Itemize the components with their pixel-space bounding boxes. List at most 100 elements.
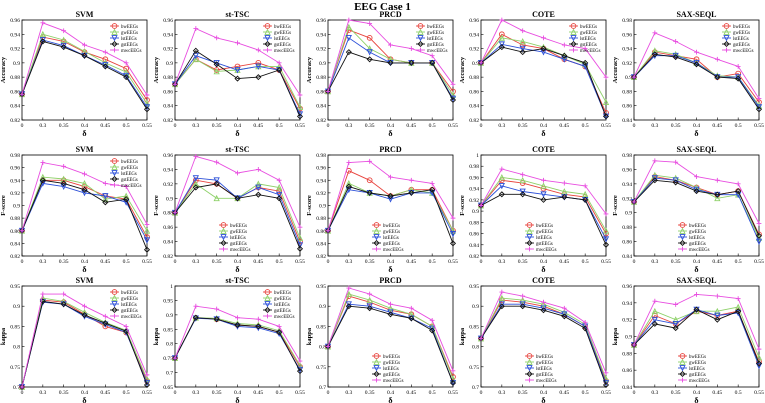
x-tick-label: 0.3	[192, 390, 199, 396]
data-point	[81, 183, 88, 190]
data-point	[520, 172, 526, 178]
data-point	[366, 56, 373, 63]
data-point	[735, 191, 742, 199]
x-tick-label: 0	[480, 123, 483, 129]
data-point	[19, 384, 25, 390]
data-point	[450, 368, 456, 374]
y-axis-label: F-score	[459, 195, 466, 216]
legend-label: mwcEEGs	[536, 379, 557, 384]
x-tick-label: 0.3	[192, 123, 199, 129]
legend-label: lstEEGs	[536, 367, 552, 372]
x-tick-label: 0.35	[212, 259, 222, 265]
data-point	[429, 186, 436, 193]
legend-label: bwEEGs	[121, 160, 138, 165]
chart-panel: PRCD 0.82 0.84 0.86 0.88 0.9 0.92 0.94 0.96 0.98 0…	[306, 145, 458, 274]
data-point	[602, 98, 610, 105]
x-tick-label: 0.3	[498, 123, 505, 129]
legend-label: bwEEGs	[121, 25, 138, 30]
series-line	[21, 176, 148, 231]
data-point	[366, 305, 373, 312]
data-point	[276, 324, 282, 329]
y-tick-label: 0.84	[163, 240, 173, 246]
data-point	[366, 49, 373, 56]
data-point	[540, 307, 547, 314]
data-point	[429, 59, 436, 66]
data-point	[235, 40, 240, 46]
y-tick-label: 0.9	[472, 304, 479, 310]
y-tick-label: 0.96	[469, 18, 479, 24]
data-point	[694, 292, 699, 297]
y-tick-label: 0.65	[163, 385, 173, 391]
y-tick-label: 0.82	[316, 118, 326, 124]
data-point	[296, 103, 304, 110]
x-tick-label: 0.55	[601, 123, 611, 129]
x-tick-label: 0.5	[276, 259, 283, 265]
y-tick-label: 0.88	[469, 220, 479, 226]
x-tick-label: 0.55	[448, 123, 458, 129]
legend-label: lstEEGs	[689, 367, 705, 372]
legend-marker	[111, 158, 118, 164]
data-point	[498, 183, 505, 190]
data-point	[297, 358, 303, 364]
legend-marker	[679, 234, 686, 241]
chart-panel: st-TSC 0.82 0.84 0.86 0.88 0.9 0.92 0.94 0.96 0 0.…	[153, 10, 305, 138]
data-point	[694, 49, 699, 55]
series-line	[633, 53, 760, 110]
data-point	[450, 215, 456, 221]
series-line	[327, 189, 454, 235]
data-point	[325, 344, 331, 349]
data-point	[672, 179, 679, 186]
data-point	[651, 51, 658, 58]
y-tick-label: 0.98	[316, 153, 326, 159]
series-line	[633, 309, 760, 364]
data-point	[255, 60, 262, 66]
data-point	[561, 305, 567, 311]
data-point	[213, 180, 220, 187]
y-tick-label: 0.82	[469, 118, 479, 124]
data-point	[651, 320, 658, 327]
y-tick-label: 0.7	[472, 385, 479, 391]
data-point	[631, 199, 637, 205]
legend-label: gstEEGs	[121, 43, 138, 48]
data-point	[346, 160, 352, 165]
y-tick-label: 0.86	[316, 89, 326, 95]
data-point	[366, 296, 373, 303]
legend-label: bwEEGs	[733, 25, 750, 30]
x-tick-label: 0.5	[276, 390, 283, 396]
legend-marker	[679, 222, 686, 228]
legend-label: gwEEGs	[580, 31, 597, 36]
series-line	[633, 179, 760, 236]
legend-marker	[264, 28, 271, 35]
legend-marker	[112, 47, 117, 53]
y-tick-label: 0.82	[163, 254, 173, 260]
x-tick-label: 0.3	[345, 259, 352, 265]
data-point	[756, 231, 762, 238]
y-axis-label: Accuracy	[612, 56, 619, 83]
x-tick-label: 0.55	[295, 259, 305, 265]
legend-marker	[526, 353, 533, 359]
x-tick-label: 0.35	[671, 259, 681, 265]
data-point	[499, 17, 505, 23]
y-tick-label: 0.88	[10, 75, 20, 81]
data-point	[387, 304, 394, 312]
y-tick-label: 0.98	[469, 164, 479, 170]
panel-title: PRCD	[379, 10, 401, 19]
y-tick-label: 0.92	[10, 47, 20, 53]
data-point	[366, 189, 373, 196]
y-tick-label: 0.84	[316, 104, 326, 110]
x-axis-label: δ	[388, 396, 392, 403]
y-tick-label: 0.9	[625, 75, 632, 81]
x-tick-label: 0.4	[81, 390, 88, 396]
y-tick-label: 0.82	[10, 254, 20, 260]
data-point	[214, 306, 220, 312]
legend-marker	[679, 227, 686, 234]
x-tick-label: 0.45	[559, 390, 569, 396]
x-tick-label: 0.55	[448, 259, 458, 265]
data-point	[60, 301, 67, 308]
x-tick-label: 0.3	[345, 390, 352, 396]
x-tick-label: 0.3	[39, 390, 46, 396]
y-tick-label: 0.75	[316, 365, 326, 371]
data-point	[345, 183, 352, 190]
data-point	[40, 291, 46, 297]
data-point	[651, 175, 658, 182]
